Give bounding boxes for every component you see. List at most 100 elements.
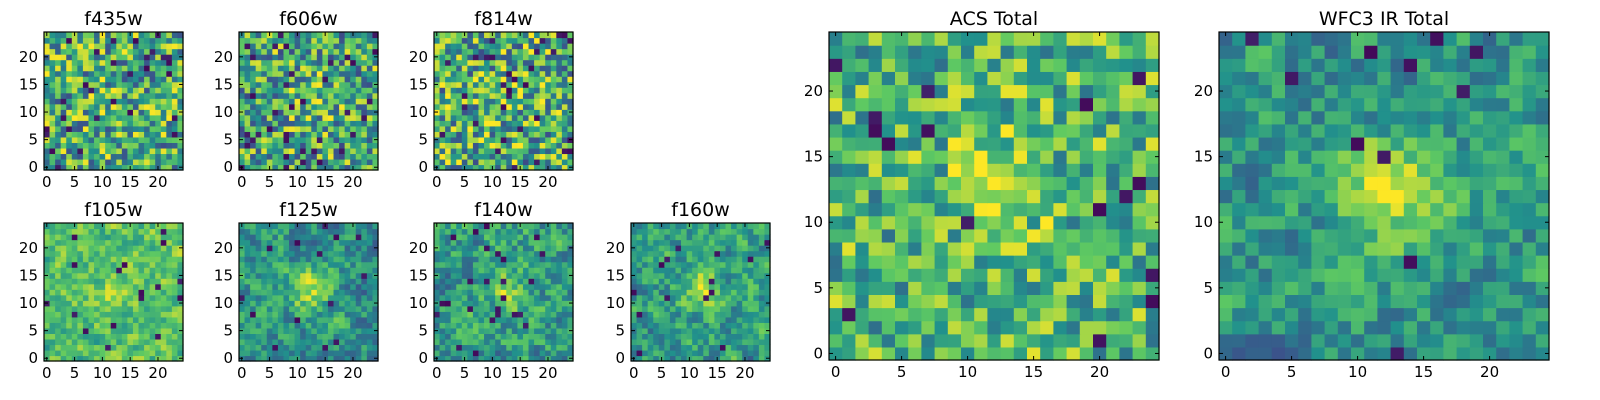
heatmap-cell (947, 333, 962, 348)
heatmap-cell (294, 349, 301, 357)
heatmap-cell (631, 344, 638, 351)
heatmap-cell (261, 164, 268, 171)
heatmap-cell (261, 32, 268, 39)
heatmap-cell (472, 333, 480, 340)
heatmap-cell (495, 37, 502, 44)
heatmap-cell (366, 261, 374, 268)
heatmap-cell (372, 267, 379, 274)
heatmap-cell (88, 158, 95, 166)
heatmap-cell (311, 327, 318, 334)
heatmap-cell (277, 316, 285, 323)
heatmap-cell (714, 278, 721, 285)
heatmap-cell (764, 289, 771, 296)
heatmap-cell (731, 239, 738, 246)
heatmap-cell (1079, 307, 1094, 322)
heatmap-cell (121, 344, 128, 351)
heatmap-cell (160, 294, 167, 301)
heatmap-cell (439, 54, 446, 61)
heatmap-cell (550, 131, 557, 138)
heatmap-cell (545, 120, 552, 127)
heatmap-cell (495, 349, 502, 357)
heatmap-cell (77, 136, 84, 143)
heatmap-cell (725, 250, 732, 257)
heatmap-cell (355, 43, 362, 50)
heatmap-cell (517, 338, 524, 346)
heatmap-cell (758, 283, 766, 290)
heatmap-cell (669, 316, 677, 323)
heatmap-cell (511, 164, 518, 171)
heatmap-cell (631, 294, 638, 301)
heatmap-cell (132, 103, 140, 110)
heatmap-cell (94, 261, 101, 268)
heatmap-cell (55, 37, 62, 44)
heatmap-cell (636, 349, 643, 357)
heatmap-cell (171, 278, 179, 285)
heatmap-cell (692, 344, 699, 351)
heatmap-cell (1145, 255, 1160, 269)
heatmap-cell (166, 70, 173, 77)
heatmap-cell (44, 305, 51, 312)
heatmap-cell (116, 283, 123, 290)
heatmap-cell (255, 305, 262, 312)
heatmap-cell (881, 294, 896, 309)
heatmap-cell (277, 223, 285, 230)
heatmap-cell (77, 283, 84, 290)
heatmap-cell (472, 131, 480, 138)
heatmap-cell (244, 125, 251, 132)
heatmap-cell (121, 131, 128, 138)
heatmap-cell (445, 125, 452, 132)
heatmap-cell (77, 316, 84, 323)
heatmap-cell (495, 43, 502, 50)
heatmap-cell (489, 267, 496, 274)
heatmap-cell (467, 131, 474, 138)
heatmap-cell (66, 289, 73, 296)
heatmap-cell (500, 267, 507, 274)
heatmap-cell (1000, 215, 1015, 230)
heatmap-cell (842, 294, 856, 309)
heatmap-cell (177, 333, 184, 340)
heatmap-cell (561, 98, 569, 105)
heatmap-cell (294, 103, 301, 110)
heatmap-cell (121, 283, 128, 290)
heatmap-cell (149, 120, 156, 127)
heatmap-cell (266, 305, 273, 312)
heatmap-cell (333, 344, 340, 351)
heatmap-cell (283, 125, 290, 132)
heatmap-cell (294, 76, 301, 83)
heatmap-cell (71, 333, 78, 340)
heatmap-cell (322, 272, 329, 279)
heatmap-cell (647, 278, 654, 285)
heatmap-cell (116, 239, 123, 246)
heatmap-cell (239, 59, 246, 66)
heatmap-cell (344, 164, 351, 171)
heatmap-cell (472, 245, 480, 252)
heatmap-cell (1027, 215, 1041, 230)
heatmap-cell (261, 136, 268, 143)
heatmap-cell (311, 76, 318, 83)
heatmap-cell (244, 70, 251, 77)
heatmap-cell (49, 142, 56, 149)
heatmap-cell (305, 87, 312, 94)
heatmap-cell (333, 131, 340, 138)
heatmap-cell (311, 125, 318, 132)
heatmap-cell (1132, 176, 1147, 191)
heatmap-cell (489, 327, 496, 334)
heatmap-cell (355, 131, 362, 138)
heatmap-cell (355, 109, 362, 116)
heatmap-cell (556, 239, 563, 246)
heatmap-cell (472, 54, 480, 61)
heatmap-cell (82, 54, 90, 61)
heatmap-cell (272, 164, 279, 171)
heatmap-cell (664, 245, 671, 252)
heatmap-cell (642, 267, 649, 274)
heatmap-cell (339, 136, 346, 143)
heatmap-cell (478, 289, 485, 296)
x-tick-label: 0 (629, 364, 639, 382)
heatmap-cell (881, 320, 896, 335)
heatmap-cell (439, 65, 446, 72)
heatmap-cell (94, 43, 101, 50)
heatmap-cell (467, 349, 474, 357)
heatmap-cell (121, 92, 128, 99)
heatmap-cell (333, 305, 340, 312)
heatmap-cell (121, 245, 128, 252)
